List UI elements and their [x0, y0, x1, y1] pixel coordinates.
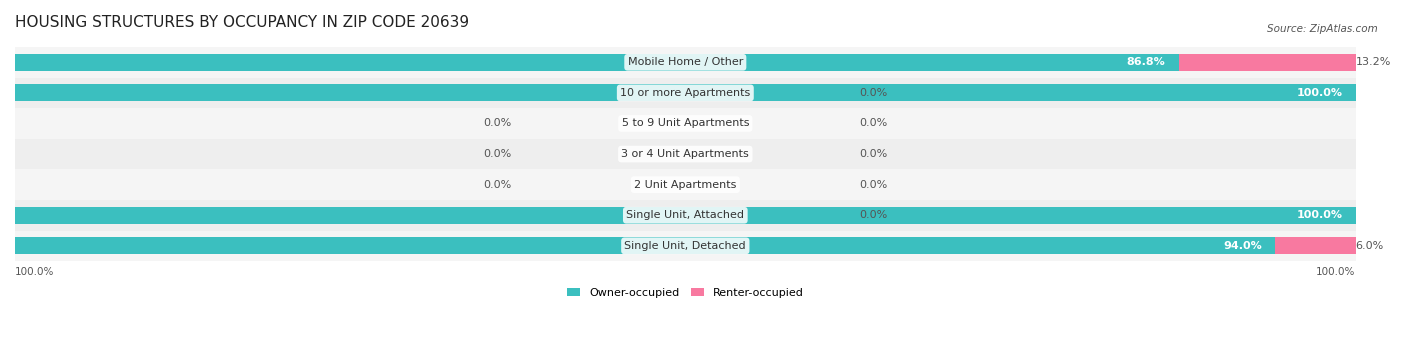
Bar — [15, 231, 1355, 261]
Text: 94.0%: 94.0% — [1223, 241, 1261, 251]
Bar — [15, 169, 1355, 200]
Text: 100.0%: 100.0% — [1316, 267, 1355, 277]
Text: 0.0%: 0.0% — [859, 210, 887, 220]
Bar — [15, 139, 1355, 169]
Bar — [1178, 54, 1355, 71]
Bar — [1275, 237, 1355, 254]
Text: 0.0%: 0.0% — [859, 180, 887, 190]
Text: 0.0%: 0.0% — [859, 118, 887, 129]
Text: Source: ZipAtlas.com: Source: ZipAtlas.com — [1267, 24, 1378, 34]
Text: 0.0%: 0.0% — [482, 180, 510, 190]
Text: 0.0%: 0.0% — [482, 118, 510, 129]
Bar — [15, 237, 1275, 254]
Bar — [15, 47, 1355, 78]
Text: HOUSING STRUCTURES BY OCCUPANCY IN ZIP CODE 20639: HOUSING STRUCTURES BY OCCUPANCY IN ZIP C… — [15, 15, 470, 30]
Text: 6.0%: 6.0% — [1355, 241, 1384, 251]
Bar — [15, 207, 1355, 224]
Text: Single Unit, Attached: Single Unit, Attached — [626, 210, 744, 220]
Text: 0.0%: 0.0% — [482, 149, 510, 159]
Text: 86.8%: 86.8% — [1126, 57, 1166, 67]
Text: 0.0%: 0.0% — [859, 88, 887, 98]
Text: Mobile Home / Other: Mobile Home / Other — [627, 57, 742, 67]
Text: 0.0%: 0.0% — [859, 149, 887, 159]
Text: 2 Unit Apartments: 2 Unit Apartments — [634, 180, 737, 190]
Text: Single Unit, Detached: Single Unit, Detached — [624, 241, 747, 251]
Text: 5 to 9 Unit Apartments: 5 to 9 Unit Apartments — [621, 118, 749, 129]
Text: 13.2%: 13.2% — [1355, 57, 1391, 67]
Text: 10 or more Apartments: 10 or more Apartments — [620, 88, 751, 98]
Text: 100.0%: 100.0% — [1296, 210, 1343, 220]
Bar — [15, 85, 1355, 101]
Bar — [15, 78, 1355, 108]
Bar — [15, 108, 1355, 139]
Text: 100.0%: 100.0% — [1296, 88, 1343, 98]
Bar — [15, 54, 1178, 71]
Text: 100.0%: 100.0% — [15, 267, 55, 277]
Legend: Owner-occupied, Renter-occupied: Owner-occupied, Renter-occupied — [562, 283, 808, 302]
Bar — [15, 200, 1355, 231]
Text: 3 or 4 Unit Apartments: 3 or 4 Unit Apartments — [621, 149, 749, 159]
